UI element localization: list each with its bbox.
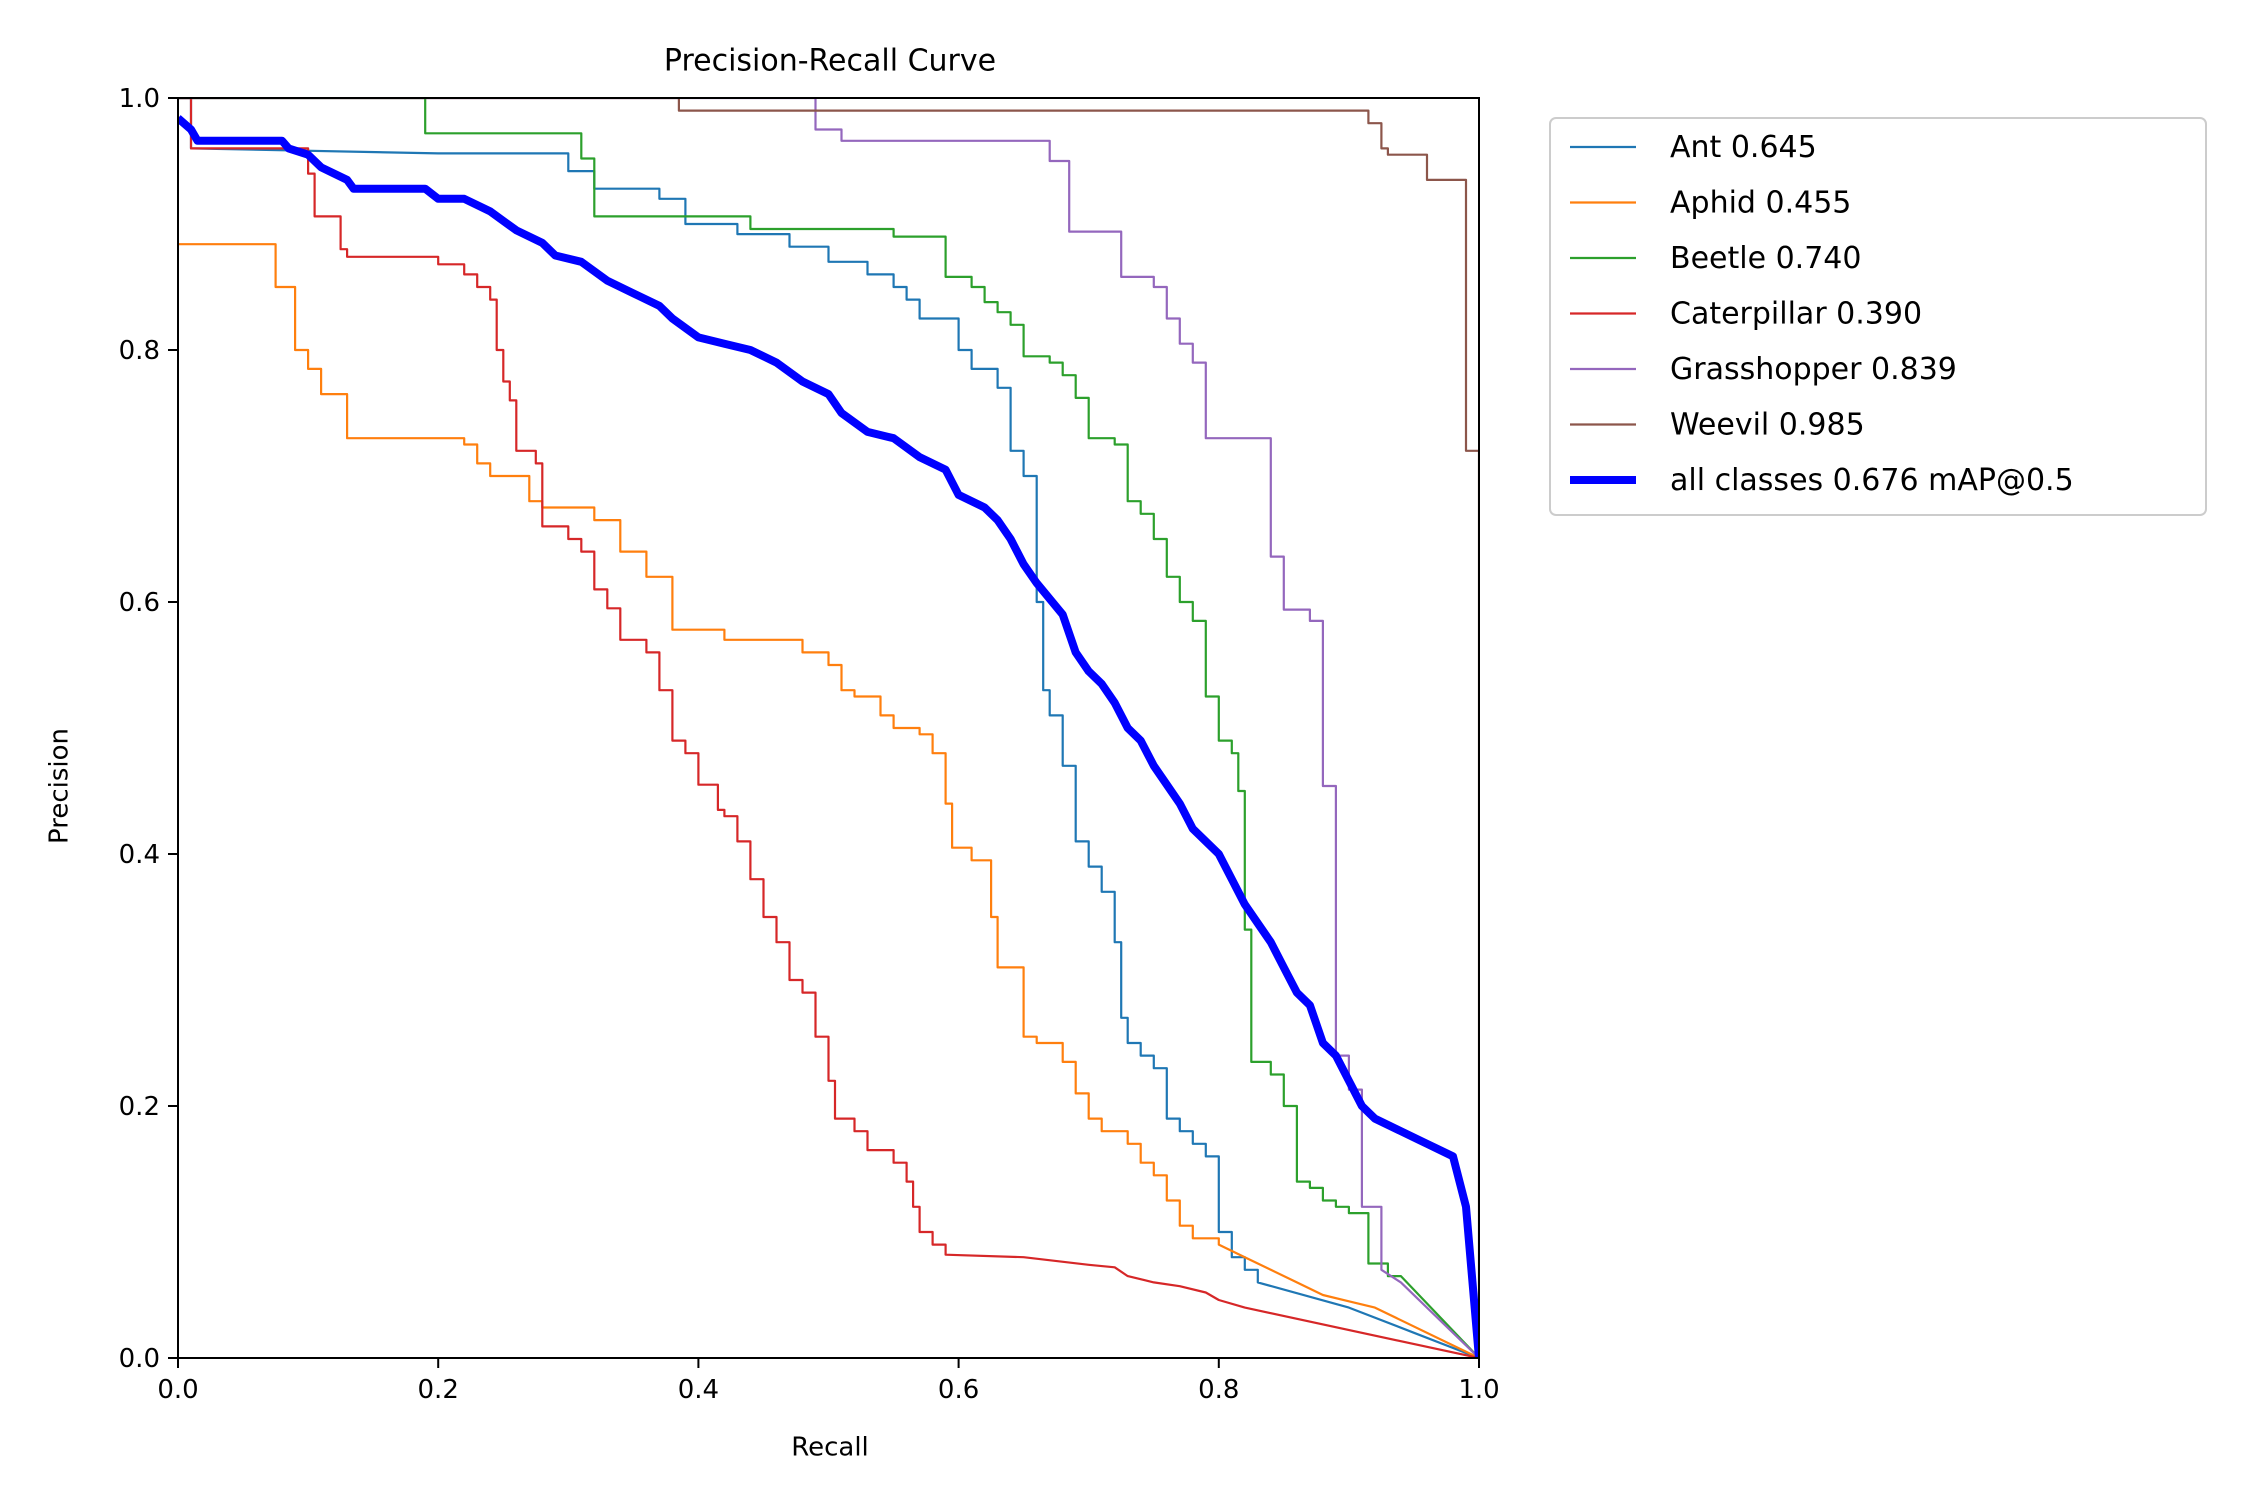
- legend-label: Grasshopper 0.839: [1670, 352, 1957, 387]
- legend-label: Caterpillar 0.390: [1670, 297, 1922, 332]
- series-line-2: [178, 98, 1479, 1358]
- series-line-5: [178, 98, 1479, 1358]
- chart-title: Precision-Recall Curve: [664, 44, 996, 79]
- x-tick-label: 0.6: [938, 1375, 979, 1405]
- series-line-0: [178, 98, 1479, 1358]
- legend-box: [1549, 117, 2207, 516]
- x-tick-label: 0.0: [157, 1375, 198, 1405]
- legend-label: Aphid 0.455: [1670, 186, 1851, 221]
- y-tick-label: 0.6: [119, 588, 160, 618]
- x-axis-ticks: 0.0 0.2 0.4 0.6 0.8 1.0: [157, 1358, 1500, 1405]
- plot-frame: [177, 97, 1480, 1359]
- y-tick-label: 0.4: [119, 840, 160, 870]
- y-axis-label: Precision: [45, 728, 75, 844]
- x-tick-label: 0.2: [418, 1375, 459, 1405]
- x-axis-label: Recall: [791, 1433, 869, 1463]
- x-tick-label: 1.0: [1458, 1375, 1499, 1405]
- y-axis-ticks: 0.0 0.2 0.4 0.6 0.8 1.0: [119, 84, 178, 1374]
- x-tick-label: 0.8: [1198, 1375, 1239, 1405]
- plot-area: [178, 98, 1479, 1358]
- legend: Ant 0.645 Aphid 0.455 Beetle 0.740 Caterpil…: [1549, 117, 2207, 516]
- y-tick-label: 1.0: [119, 84, 160, 114]
- y-tick-label: 0.2: [119, 1092, 160, 1122]
- legend-label: Weevil 0.985: [1670, 408, 1865, 443]
- x-tick-label: 0.4: [678, 1375, 719, 1405]
- series-line-1: [178, 243, 1479, 1358]
- y-tick-label: 0.8: [119, 336, 160, 366]
- series-line-3: [178, 98, 1479, 1358]
- legend-label: Ant 0.645: [1670, 130, 1817, 165]
- y-tick-label: 0.0: [119, 1344, 160, 1374]
- series-line-6: [178, 115, 1479, 1358]
- legend-label: Beetle 0.740: [1670, 241, 1861, 276]
- legend-label: all classes 0.676 mAP@0.5: [1670, 463, 2074, 498]
